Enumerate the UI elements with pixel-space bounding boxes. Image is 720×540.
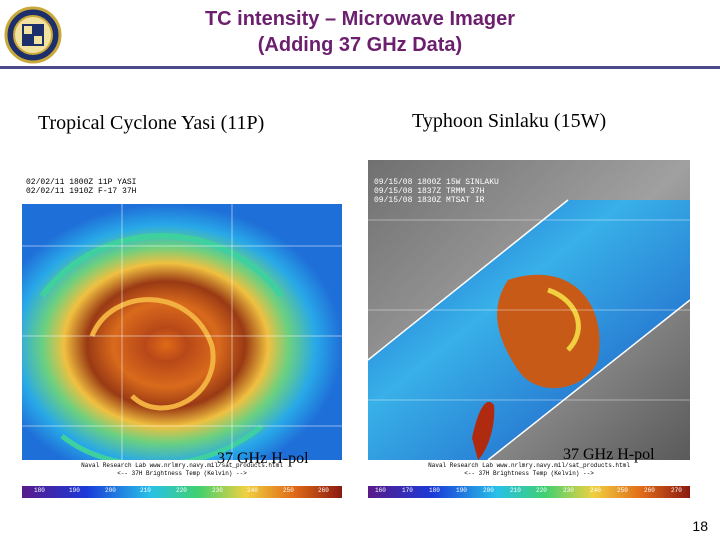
scale-tick-label: 210 [510, 487, 521, 494]
scale-tick-label: 230 [563, 487, 574, 494]
scale-tick-label: 200 [483, 487, 494, 494]
scale-tick-label: 220 [536, 487, 547, 494]
sinlaku-header-line: 09/15/08 1837Z TRMM 37H [374, 187, 485, 196]
scale-tick-label: 240 [590, 487, 601, 494]
yasi-header-line: 02/02/11 1800Z 11P YASI [26, 178, 137, 187]
sinlaku-header-line: 09/15/08 1800Z 15W SINLAKU [374, 178, 499, 187]
scale-tick-label: 260 [318, 487, 329, 494]
sinlaku-footer-line: <-- 37H Brightness Temp (Kelvin) --> [464, 470, 594, 477]
scale-tick-label: 210 [140, 487, 151, 494]
sinlaku-footer-line: Naval Research Lab www.nrlmry.navy.mil/s… [428, 462, 630, 469]
scale-tick-label: 270 [671, 487, 682, 494]
scale-tick-label: 240 [247, 487, 258, 494]
yasi-footer-line: Naval Research Lab www.nrlmry.navy.mil/s… [81, 462, 283, 469]
scale-tick-label: 160 [375, 487, 386, 494]
scale-tick-label: 220 [176, 487, 187, 494]
sinlaku-header-line: 09/15/08 1830Z MTSAT IR [374, 196, 485, 205]
sinlaku-overlay-label: 37 GHz H-pol [563, 446, 655, 463]
title-divider [0, 66, 720, 69]
scale-tick-label: 180 [429, 487, 440, 494]
yasi-37ghz-image: 02/02/11 1800Z 11P YASI 02/02/11 1910Z F… [22, 176, 342, 498]
scale-tick-label: 230 [212, 487, 223, 494]
scale-tick-label: 190 [456, 487, 467, 494]
right-caption: Typhoon Sinlaku (15W) [412, 110, 607, 132]
yasi-overlay-label: 37 GHz H-pol [217, 450, 309, 467]
left-caption: Tropical Cyclone Yasi (11P) [38, 112, 265, 134]
slide-title-line1: TC intensity – Microwave Imager [204, 8, 516, 30]
scale-tick-label: 190 [69, 487, 80, 494]
scale-tick-label: 250 [617, 487, 628, 494]
scale-tick-label: 180 [34, 487, 45, 494]
yasi-footer-line: <-- 37H Brightness Temp (Kelvin) --> [117, 470, 247, 477]
slide-title-line2: (Adding 37 GHz Data) [257, 34, 463, 56]
scale-tick-label: 260 [644, 487, 655, 494]
scale-tick-label: 250 [283, 487, 294, 494]
naval-research-lab-seal-icon [4, 6, 62, 64]
yasi-header-line: 02/02/11 1910Z F-17 37H [26, 187, 137, 196]
scale-tick-label: 170 [402, 487, 413, 494]
sinlaku-37ghz-image: 09/15/08 1800Z 15W SINLAKU 09/15/08 1837… [368, 160, 690, 498]
page-number: 18 [692, 518, 708, 534]
scale-tick-label: 200 [105, 487, 116, 494]
